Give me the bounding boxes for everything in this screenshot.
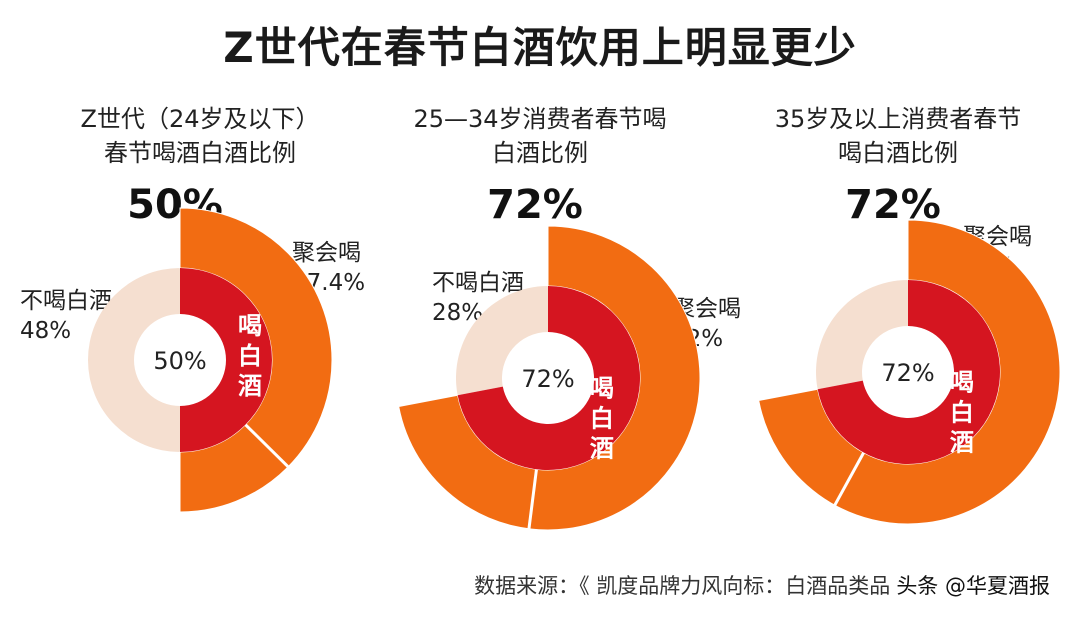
subtitle-line-2: 白酒比例 (492, 139, 588, 167)
subtitle-line-2: 喝白酒比例 (838, 139, 958, 167)
label-not-drink-name: 不喝白酒 (432, 270, 524, 296)
donut-chart: 喝白酒 50% (87, 207, 333, 513)
inner-label-char: 酒 (238, 372, 262, 400)
center-percent: 50% (153, 347, 206, 375)
donut-chart: 喝白酒 72% (398, 225, 701, 531)
slice-divider-party (244, 423, 290, 468)
watermark: 头条 @华夏酒报 (896, 574, 1050, 598)
inner-label-char: 酒 (590, 435, 614, 463)
slice-drink-inner (817, 280, 1000, 464)
label-not-drink-name: 不喝白酒 (20, 288, 112, 314)
headline-percent: 72% (487, 182, 583, 228)
page-title: Z世代在春节白酒饮用上明显更少 (223, 23, 857, 72)
subtitle-line-1: Z世代（24岁及以下） (80, 105, 320, 133)
label-party-name: 聚会喝 (292, 240, 361, 266)
subtitle-line-1: 25—34岁消费者春节喝 (413, 105, 667, 133)
chart-subtitle: 25—34岁消费者春节喝 白酒比例 (360, 102, 720, 170)
slice-not-drink (456, 286, 548, 396)
subtitle-line-2: 春节喝酒白酒比例 (104, 139, 296, 167)
subtitle-line-1: 35岁及以上消费者春节 (774, 105, 1022, 133)
inner-label-char: 白 (238, 342, 262, 370)
inner-label-char: 酒 (950, 429, 974, 457)
slice-drink-inner (457, 286, 640, 471)
label-not-drink: 不喝白酒 48% (20, 286, 112, 346)
chart-panel-gen-z: Z世代（24岁及以下） 春节喝酒白酒比例 50% 不喝白酒 48% 聚会喝 37… (20, 0, 380, 560)
slice-drink-inner (180, 268, 272, 452)
label-not-drink: 不喝白酒 28% (432, 268, 524, 328)
inner-label-char: 喝 (590, 375, 614, 403)
label-not-drink-value: 48% (20, 318, 72, 344)
chart-subtitle: Z世代（24岁及以下） 春节喝酒白酒比例 (20, 102, 380, 170)
inner-label-char: 白 (590, 405, 614, 433)
slice-divider-party (833, 451, 865, 506)
source-note: 数据来源：《 凯度品牌力风向标：白酒品类品 头条 @华夏酒报 (474, 570, 1050, 600)
inner-label-char: 白 (950, 399, 974, 427)
center-percent: 72% (521, 365, 574, 393)
source-text: 数据来源：《 凯度品牌力风向标：白酒品类品 (474, 574, 891, 598)
center-percent: 72% (881, 359, 934, 387)
donut-chart: 喝白酒 72% (758, 219, 1061, 525)
chart-subtitle: 35岁及以上消费者春节 喝白酒比例 (718, 102, 1078, 170)
slice-not-drink (816, 280, 908, 390)
headline-percent: 72% (845, 182, 941, 228)
chart-panel-25-34: 25—34岁消费者春节喝 白酒比例 72% 不喝白酒 28% 聚会喝 52% 喝… (360, 0, 741, 560)
label-not-drink-value: 28% (432, 300, 484, 326)
inner-label-char: 喝 (950, 369, 974, 397)
inner-label-char: 喝 (238, 312, 262, 340)
slice-divider-party (527, 469, 538, 529)
slice-not-drink (87, 268, 180, 452)
